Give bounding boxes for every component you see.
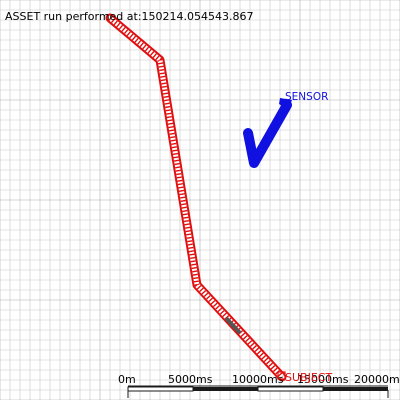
scale-tick-label: 15000ms <box>297 373 349 386</box>
subject-path <box>105 13 287 382</box>
sensor-label: SENSOR <box>285 91 328 103</box>
scale-tick-label: 5000ms <box>168 373 213 386</box>
subject-label: SUBJECT <box>285 371 332 384</box>
time-scale-bar: 0m 5000ms 10000ms 15000ms 20000ms <box>118 373 400 398</box>
scale-tick-label: 20000ms <box>354 373 400 386</box>
scale-tick-label: 10000ms <box>232 373 284 386</box>
sensor-track <box>243 98 292 168</box>
subject-marker <box>277 371 286 380</box>
scale-tick-label: 0m <box>118 373 136 386</box>
run-info-label: ASSET run performed at:150214.054543.867 <box>5 10 254 23</box>
